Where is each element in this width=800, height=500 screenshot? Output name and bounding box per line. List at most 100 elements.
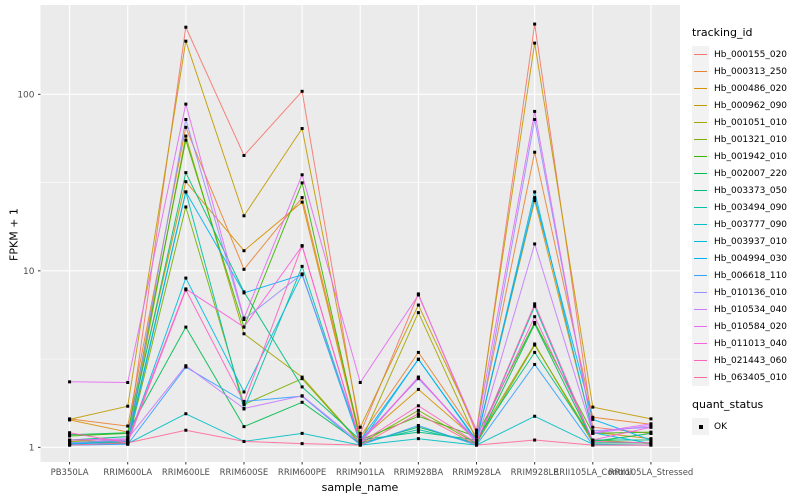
data-point — [358, 431, 362, 435]
data-point — [184, 428, 188, 432]
legend-quant-list: OK — [692, 418, 800, 435]
data-point — [242, 316, 246, 320]
data-point — [242, 390, 246, 394]
legend-key-line — [692, 284, 709, 301]
data-point — [358, 443, 362, 447]
data-point — [300, 442, 304, 446]
data-point — [184, 276, 188, 280]
legend-key-line — [692, 250, 709, 267]
legend-color-line — [694, 71, 707, 73]
data-point — [416, 437, 420, 441]
legend-key-line — [692, 216, 709, 233]
legend-key-line — [692, 335, 709, 352]
legend-item-label: Hb_001051_010 — [714, 117, 788, 128]
legend-color-line — [694, 122, 707, 124]
legend-item: Hb_000155_020 — [692, 46, 800, 63]
legend-color-line — [694, 173, 707, 175]
data-point — [242, 425, 246, 429]
legend-color-line — [694, 309, 707, 311]
data-point — [242, 402, 246, 406]
data-point — [416, 404, 420, 408]
data-point — [533, 343, 537, 347]
data-point — [591, 429, 595, 433]
data-point — [184, 171, 188, 175]
legend-item-label: Hb_000486_020 — [714, 83, 788, 94]
data-point — [300, 272, 304, 276]
data-point — [300, 400, 304, 404]
legend-color-line — [694, 241, 707, 243]
legend: tracking_id Hb_000155_020 Hb_000313_250 Hb… — [692, 26, 800, 435]
legend-item-label: Hb_001321_010 — [714, 134, 788, 145]
legend-key-line — [692, 199, 709, 216]
data-point — [242, 267, 246, 271]
legend-color-line — [694, 207, 707, 209]
y-tick-label: 1 — [29, 443, 35, 453]
legend-item: Hb_001942_010 — [692, 148, 800, 165]
data-point — [184, 125, 188, 129]
data-point — [533, 322, 537, 326]
data-point — [242, 400, 246, 404]
legend-item-label: Hb_006618_110 — [714, 270, 788, 281]
data-point — [68, 438, 72, 442]
legend-quant-block: quant_status OK — [692, 398, 800, 435]
data-point — [416, 357, 420, 361]
data-point — [184, 325, 188, 329]
data-point — [300, 200, 304, 204]
legend-color-line — [694, 343, 707, 345]
legend-color-line — [694, 360, 707, 362]
data-point — [533, 320, 537, 324]
data-point — [591, 405, 595, 409]
data-point — [649, 422, 653, 426]
legend-key-line — [692, 46, 709, 63]
data-point — [300, 385, 304, 389]
legend-item-label: Hb_010136_010 — [714, 287, 788, 298]
data-point — [126, 435, 130, 439]
x-tick-label: RRII105LA_Control — [553, 468, 632, 478]
legend-item-label: Hb_004994_030 — [714, 253, 788, 264]
data-point — [126, 381, 130, 385]
data-point — [416, 375, 420, 379]
legend-key-line — [692, 182, 709, 199]
data-point — [126, 438, 130, 442]
x-tick-label: RRII105LA_Stressed — [609, 468, 694, 478]
legend-item: OK — [692, 418, 800, 435]
legend-item-label: Hb_003937_010 — [714, 236, 788, 247]
legend-color-line — [694, 105, 707, 107]
data-point — [242, 332, 246, 336]
data-point — [533, 362, 537, 366]
legend-title-tracking-id: tracking_id — [692, 26, 753, 39]
legend-item: Hb_000962_090 — [692, 97, 800, 114]
legend-key-line — [692, 318, 709, 335]
data-point — [126, 404, 130, 408]
legend-item-label: Hb_000313_250 — [714, 66, 788, 77]
data-point — [184, 190, 188, 194]
legend-series-list: Hb_000155_020 Hb_000313_250 Hb_000486_020 H… — [692, 46, 800, 386]
legend-item: Hb_003373_050 — [692, 182, 800, 199]
data-point — [184, 288, 188, 292]
data-point — [300, 196, 304, 200]
x-tick-label: RRIM928LE — [511, 468, 559, 478]
data-point — [358, 441, 362, 445]
data-point — [533, 190, 537, 194]
legend-key-line — [692, 97, 709, 114]
data-point — [242, 439, 246, 443]
legend-item: Hb_004994_030 — [692, 250, 800, 267]
data-point — [649, 431, 653, 435]
data-point — [68, 441, 72, 445]
data-point — [416, 430, 420, 434]
x-tick-label: PB350LA — [51, 468, 89, 478]
y-tick-label: 10 — [23, 267, 35, 277]
x-tick-label: RRIM600PE — [278, 468, 326, 478]
data-point — [184, 138, 188, 142]
data-point — [533, 242, 537, 246]
legend-item: Hb_010136_010 — [692, 284, 800, 301]
legend-item: Hb_003777_090 — [692, 216, 800, 233]
data-point — [533, 109, 537, 113]
data-point — [533, 22, 537, 26]
data-point — [533, 304, 537, 308]
legend-item-label: Hb_000962_090 — [714, 100, 788, 111]
data-point — [533, 150, 537, 154]
legend-item: Hb_063405_010 — [692, 369, 800, 386]
